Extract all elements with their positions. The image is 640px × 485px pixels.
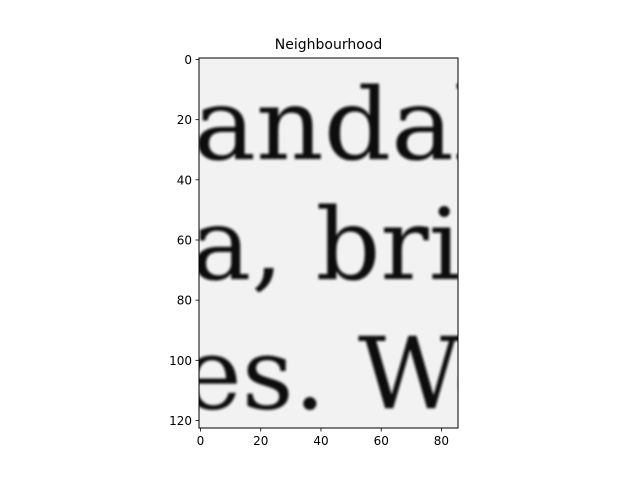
y-tick-label: 100 (169, 354, 192, 368)
image-background (199, 58, 458, 428)
y-tick-label: 60 (177, 233, 192, 247)
x-tick-label: 20 (253, 434, 268, 448)
chart-title: Neighbourhood (275, 37, 382, 53)
y-tick-label: 20 (177, 113, 192, 127)
image-text-line: andal (193, 68, 487, 183)
image-text-line: es. We (182, 316, 514, 432)
x-tick-label: 40 (313, 434, 328, 448)
y-tick-label: 40 (177, 173, 192, 187)
x-tick-label: 60 (374, 434, 389, 448)
y-tick-label: 80 (177, 294, 192, 308)
x-tick-label: 0 (197, 434, 205, 448)
axes-frame (198, 57, 459, 429)
x-tick-label: 80 (434, 434, 449, 448)
y-tick-label: 120 (169, 414, 192, 428)
y-tick-label: 0 (184, 53, 192, 67)
y-axis: 0 20 40 60 80 100 120 (169, 53, 199, 428)
x-axis: 0 20 40 60 80 (197, 428, 449, 448)
image-text-line: a, brin (191, 187, 527, 303)
